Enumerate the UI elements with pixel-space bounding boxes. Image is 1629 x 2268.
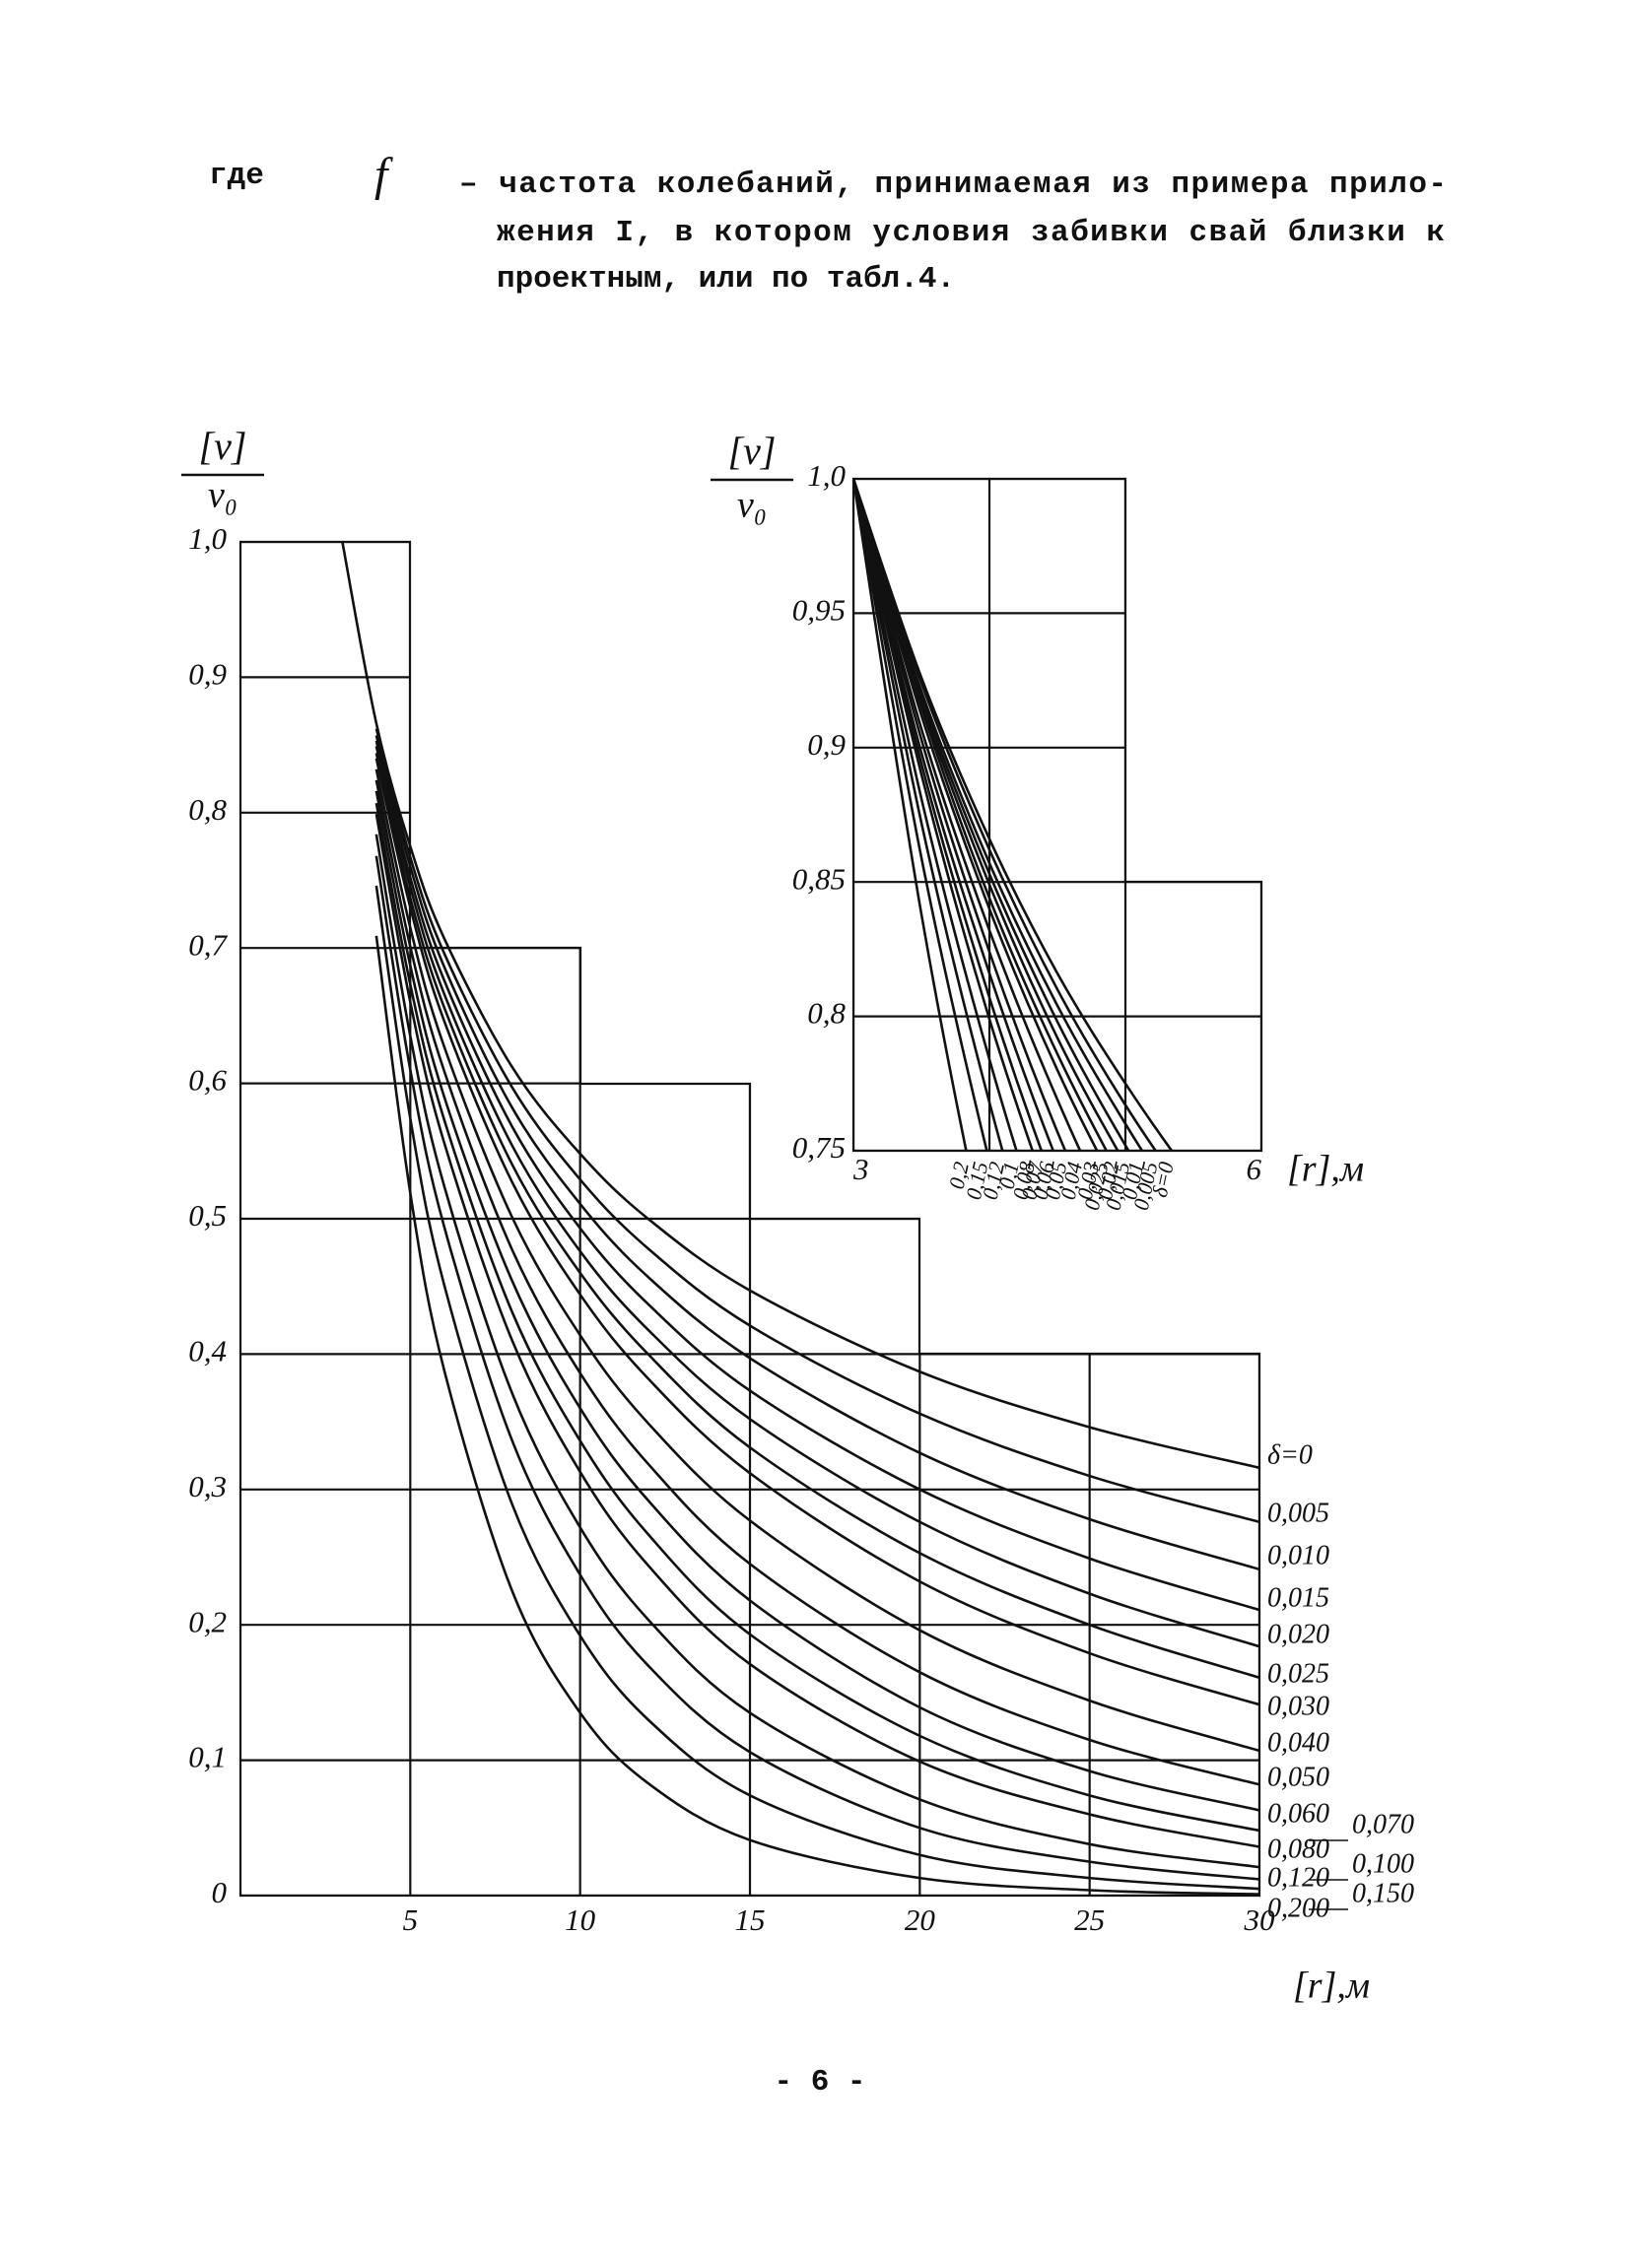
- y-tick-label: 0,9: [188, 657, 227, 692]
- x-tick-label: 30: [1244, 1902, 1276, 1937]
- y-tick-label: 0,7: [188, 927, 228, 962]
- legend-label: 0,005: [1267, 1498, 1329, 1528]
- curve: [853, 479, 1055, 1151]
- legend-label: 0,025: [1267, 1658, 1329, 1689]
- curve: [374, 779, 1260, 1786]
- y-tick-label: 0,8: [188, 792, 227, 827]
- header-line: проектным, или по табл.4.: [497, 262, 955, 297]
- x-tick-label: 10: [565, 1902, 596, 1937]
- header-line: жения I, в котором условия забивки свай …: [497, 216, 1445, 250]
- curve: [853, 479, 988, 1151]
- legend-label: δ=0: [1267, 1439, 1313, 1470]
- curve: [853, 479, 1130, 1151]
- curve: [853, 479, 1158, 1151]
- y-axis-label: v₀: [208, 475, 238, 516]
- y-tick-label: 0,95: [792, 593, 846, 628]
- y-tick-label: 0,85: [792, 861, 846, 896]
- x-tick-label: 6: [1247, 1152, 1262, 1186]
- x-tick-label: 5: [403, 1902, 419, 1937]
- y-tick-label: 0,6: [188, 1063, 227, 1098]
- y-tick-label: 0,1: [188, 1740, 227, 1774]
- curve: [374, 746, 1260, 1648]
- page-number: - 6 -: [774, 2065, 865, 2100]
- y-tick-label: 0,4: [188, 1334, 227, 1368]
- y-tick-label: 0: [212, 1875, 228, 1909]
- curve: [341, 541, 1260, 1470]
- curve: [374, 735, 1260, 1571]
- y-tick-label: 0,75: [792, 1130, 846, 1165]
- curve: [374, 813, 1260, 1848]
- legend-label: 0,150: [1352, 1878, 1414, 1908]
- curve: [853, 479, 1109, 1151]
- x-tick-label: 15: [735, 1902, 766, 1937]
- legend-label: 0,010: [1267, 1540, 1329, 1570]
- curve: [853, 479, 1174, 1151]
- x-tick-label: 25: [1074, 1902, 1105, 1937]
- legend-label: 0,060: [1267, 1798, 1329, 1829]
- legend-label: 0,030: [1267, 1691, 1329, 1721]
- legend-label: 0,120: [1267, 1862, 1329, 1893]
- y-axis-label: [v]: [199, 424, 247, 468]
- curve: [374, 753, 1260, 1680]
- curve: [374, 935, 1260, 1896]
- legend-label: 0,100: [1352, 1848, 1414, 1879]
- curve: [374, 802, 1260, 1833]
- grid: [853, 479, 1261, 1151]
- x-axis-label: [r],м: [1293, 1966, 1370, 2007]
- curve: [374, 728, 1260, 1524]
- curves: [853, 479, 1174, 1151]
- curve: [853, 479, 1144, 1151]
- header-word: где: [209, 159, 264, 193]
- legend-label: 0,1: [994, 1160, 1024, 1191]
- legend-label: 0,020: [1267, 1619, 1329, 1649]
- curves: [341, 541, 1260, 1896]
- y-axis-label: v₀: [737, 485, 767, 526]
- curve: [853, 479, 1004, 1151]
- curve: [853, 479, 1099, 1151]
- curve: [374, 834, 1260, 1869]
- legend-label: 0,040: [1267, 1727, 1329, 1758]
- x-tick-label: 20: [905, 1902, 936, 1937]
- legend-label: 0,015: [1267, 1582, 1329, 1613]
- curve: [374, 740, 1260, 1612]
- curve: [853, 479, 1082, 1151]
- y-tick-label: 0,8: [807, 996, 846, 1031]
- curve: [374, 885, 1260, 1891]
- y-tick-label: 0,2: [188, 1604, 227, 1638]
- legend-label: 0,070: [1352, 1809, 1414, 1839]
- curve: [853, 479, 1035, 1151]
- legend-label: 0,050: [1267, 1762, 1329, 1792]
- y-tick-label: 0,9: [807, 727, 846, 762]
- y-tick-label: 0,5: [188, 1198, 227, 1233]
- x-tick-label: 3: [852, 1152, 869, 1186]
- legend-label: 0,080: [1267, 1834, 1329, 1864]
- y-axis-label: [v]: [728, 429, 777, 473]
- y-tick-label: 1,0: [188, 521, 227, 556]
- y-tick-label: 1,0: [807, 458, 846, 493]
- legend-label: 0,2: [944, 1160, 974, 1191]
- curve: [374, 768, 1260, 1753]
- y-tick-label: 0,3: [188, 1469, 227, 1503]
- curve: [853, 479, 1044, 1151]
- curve: [374, 790, 1260, 1812]
- curve: [853, 479, 1018, 1151]
- curve: [374, 758, 1260, 1706]
- header-line: – частота колебаний, принимаемая из прим…: [459, 167, 1447, 202]
- legend-label: 0,200: [1267, 1893, 1329, 1923]
- curve: [853, 479, 968, 1151]
- curve: [374, 855, 1260, 1881]
- inset-chart: 0,750,80,850,90,951,03 6[v]v₀[r],мδ=00,00…: [711, 429, 1364, 1213]
- curve: [853, 479, 1120, 1151]
- curve: [853, 479, 1067, 1151]
- x-axis-label: [r],м: [1287, 1149, 1364, 1190]
